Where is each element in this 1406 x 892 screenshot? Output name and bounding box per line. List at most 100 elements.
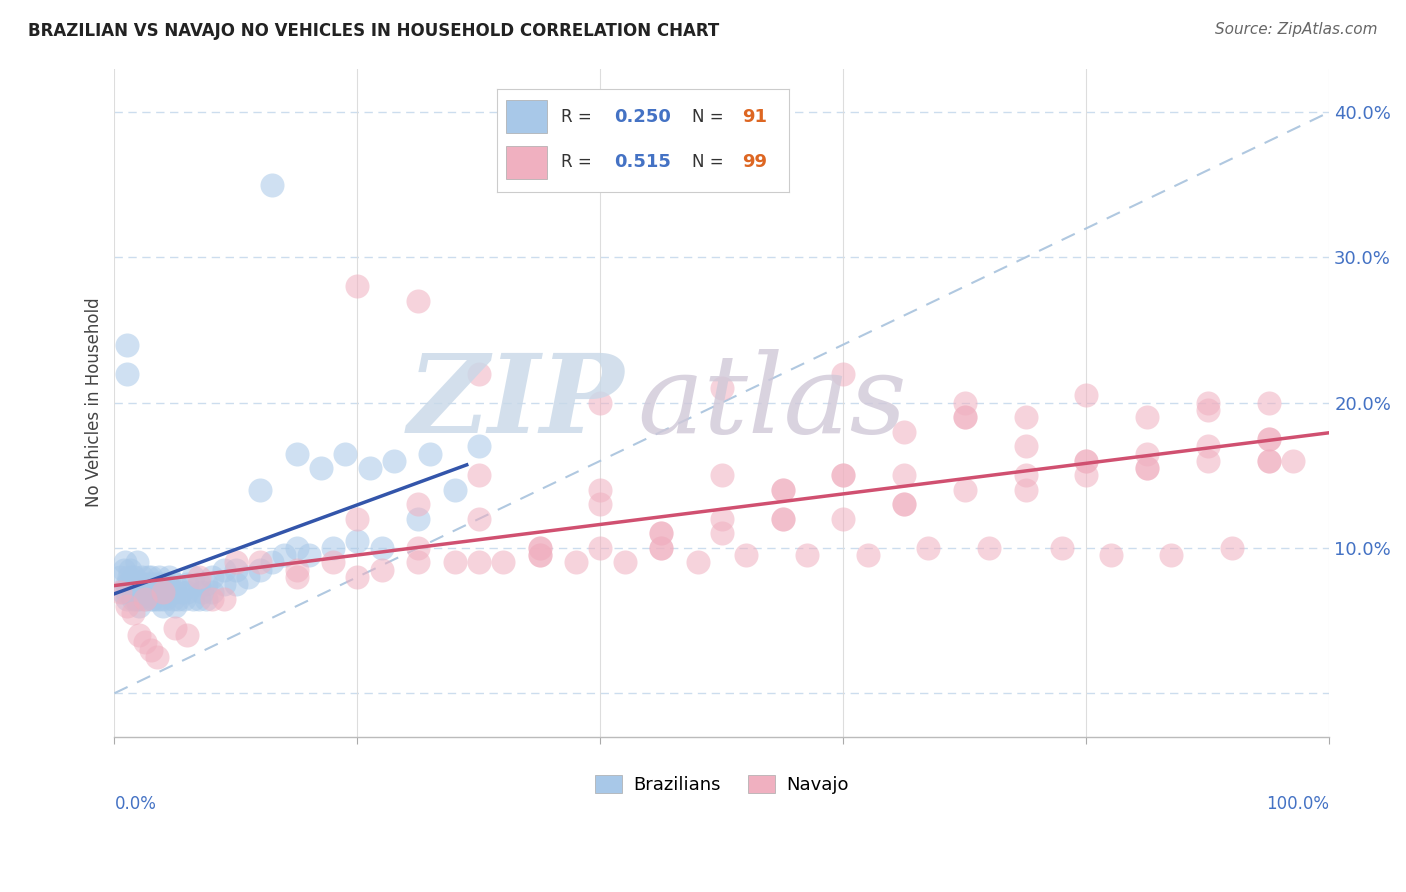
Point — [796, 548, 818, 562]
Point — [110, 570, 132, 584]
Text: BRAZILIAN VS NAVAJO NO VEHICLES IN HOUSEHOLD CORRELATION CHART: BRAZILIAN VS NAVAJO NO VEHICLES IN HOUSE… — [28, 22, 720, 40]
Point — [468, 556, 491, 570]
Text: 0.0%: 0.0% — [114, 795, 156, 813]
Point — [1197, 395, 1219, 409]
Point — [225, 577, 247, 591]
Point — [650, 541, 672, 555]
Point — [370, 541, 392, 555]
Point — [249, 563, 271, 577]
Point — [225, 563, 247, 577]
Text: ZIP: ZIP — [408, 349, 624, 457]
Point — [152, 577, 174, 591]
Point — [249, 556, 271, 570]
Legend: Brazilians, Navajo: Brazilians, Navajo — [588, 767, 855, 801]
Point — [121, 607, 143, 621]
Point — [565, 556, 588, 570]
Point — [188, 577, 211, 591]
Point — [138, 584, 160, 599]
Point — [977, 541, 1000, 555]
Point — [176, 584, 198, 599]
Point — [359, 461, 381, 475]
Point — [589, 541, 612, 555]
Point — [953, 395, 976, 409]
Point — [529, 548, 551, 562]
Point — [686, 556, 709, 570]
Point — [188, 591, 211, 606]
Point — [273, 548, 295, 562]
Point — [650, 526, 672, 541]
Point — [176, 628, 198, 642]
Point — [124, 584, 146, 599]
Point — [735, 548, 758, 562]
Point — [143, 577, 166, 591]
Point — [120, 563, 142, 577]
Point — [134, 591, 156, 606]
Point — [142, 591, 165, 606]
Point — [118, 570, 141, 584]
Point — [832, 468, 855, 483]
Point — [194, 577, 217, 591]
Point — [118, 577, 141, 591]
Point — [406, 556, 429, 570]
Point — [149, 591, 172, 606]
Point — [285, 563, 308, 577]
Point — [346, 570, 368, 584]
Point — [139, 577, 162, 591]
Point — [183, 591, 205, 606]
Point — [134, 577, 156, 591]
Point — [131, 570, 153, 584]
Point — [953, 410, 976, 425]
Point — [1257, 454, 1279, 468]
Point — [146, 577, 169, 591]
Point — [406, 293, 429, 308]
Point — [111, 584, 134, 599]
Point — [112, 563, 135, 577]
Point — [128, 584, 150, 599]
Text: Source: ZipAtlas.com: Source: ZipAtlas.com — [1215, 22, 1378, 37]
Point — [893, 497, 915, 511]
Point — [772, 483, 794, 497]
Point — [529, 548, 551, 562]
Point — [121, 591, 143, 606]
Point — [166, 591, 188, 606]
Point — [139, 642, 162, 657]
Point — [139, 584, 162, 599]
Point — [832, 468, 855, 483]
Point — [145, 584, 167, 599]
Point — [406, 497, 429, 511]
Point — [134, 635, 156, 649]
Point — [125, 591, 148, 606]
Point — [155, 591, 177, 606]
Point — [953, 483, 976, 497]
Point — [173, 591, 195, 606]
Point — [152, 584, 174, 599]
Point — [832, 367, 855, 381]
Point — [225, 556, 247, 570]
Point — [772, 512, 794, 526]
Point — [1099, 548, 1122, 562]
Point — [1257, 395, 1279, 409]
Point — [1136, 461, 1159, 475]
Point — [772, 512, 794, 526]
Point — [346, 279, 368, 293]
Point — [146, 649, 169, 664]
Point — [125, 577, 148, 591]
Point — [138, 570, 160, 584]
Point — [1220, 541, 1243, 555]
Point — [322, 556, 344, 570]
Point — [917, 541, 939, 555]
Point — [134, 591, 156, 606]
Point — [121, 584, 143, 599]
Point — [121, 577, 143, 591]
Point — [139, 570, 162, 584]
Point — [114, 556, 136, 570]
Point — [468, 439, 491, 453]
Point — [128, 591, 150, 606]
Point — [165, 584, 187, 599]
Point — [443, 483, 465, 497]
Point — [285, 541, 308, 555]
Point — [115, 584, 138, 599]
Point — [122, 570, 145, 584]
Y-axis label: No Vehicles in Household: No Vehicles in Household — [86, 298, 103, 508]
Point — [298, 548, 321, 562]
